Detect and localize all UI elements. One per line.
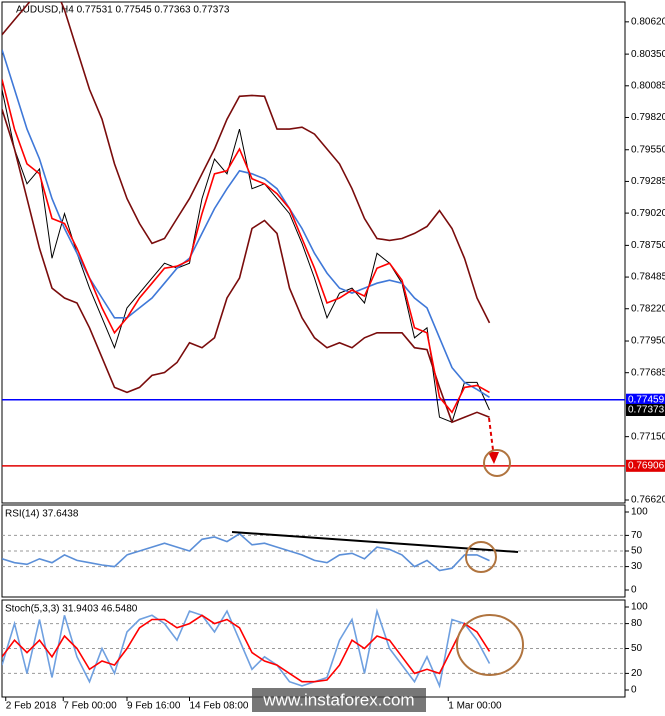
last-price-label: 0.77373	[628, 405, 665, 416]
series-line	[2, 49, 490, 398]
y-tick-label: 50	[631, 546, 643, 557]
series-line	[2, 614, 491, 683]
y-tick-label: 0	[631, 585, 637, 596]
y-tick-label: 0.80085	[631, 80, 665, 91]
series-line	[2, 79, 490, 414]
series-line	[2, 607, 491, 689]
main-pane	[1, 1, 626, 504]
pane-title: AUDUSD,H4 0.77531 0.77545 0.77363 0.7737…	[16, 5, 230, 16]
watermark-box	[252, 688, 426, 712]
y-tick-label: 0.80350	[631, 49, 665, 60]
y-tick-label: 20	[631, 668, 643, 679]
pane-title: RSI(14) 37.6438	[5, 509, 79, 520]
watermark: www.instaforex.com	[262, 690, 414, 709]
y-tick-label: 100	[631, 507, 648, 518]
x-tick-label: 14 Feb 08:00	[190, 701, 249, 712]
y-tick-label: 80	[631, 618, 643, 629]
price-label: 0.76906	[628, 460, 665, 471]
y-tick-label: 0.80620	[631, 16, 665, 27]
y-tick-label: 0.79820	[631, 112, 665, 123]
y-tick-label: 0.78485	[631, 272, 665, 283]
price-label-box	[626, 393, 665, 406]
y-tick-label: 0.79020	[631, 208, 665, 219]
x-tick-label: 7 Feb 00:00	[63, 701, 117, 712]
series-line	[2, 89, 490, 423]
arrow-head	[488, 452, 499, 464]
price-label: 0.77459	[628, 394, 665, 405]
y-tick-label: 70	[631, 530, 643, 541]
y-tick-label: 50	[631, 643, 643, 654]
x-tick-label: 1 Mar 00:00	[448, 701, 502, 712]
y-tick-label: 0.77950	[631, 336, 665, 347]
series-line	[2, 2, 491, 324]
trend-line	[231, 531, 519, 553]
price-label-box	[626, 459, 665, 472]
x-tick-label: 9 Feb 16:00	[127, 701, 181, 712]
y-tick-label: 0.77685	[631, 367, 665, 378]
y-tick-label: 0.79285	[631, 176, 665, 187]
y-tick-label: 0.77150	[631, 431, 665, 442]
last-price-box	[626, 403, 665, 416]
y-tick-label: 0.76620	[631, 495, 665, 506]
series-line	[2, 532, 490, 572]
y-tick-label: 0.79550	[631, 144, 665, 155]
y-tick-label: 0.78220	[631, 303, 665, 314]
annotation-circle	[456, 614, 524, 676]
y-tick-label: 30	[631, 561, 643, 572]
y-tick-label: 100	[631, 602, 648, 613]
y-tick-label: 0.78750	[631, 240, 665, 251]
annotation-circle	[483, 449, 511, 477]
annotation-circle	[465, 541, 497, 573]
series-line	[2, 108, 490, 424]
x-tick-label: 2 Feb 2018	[6, 701, 57, 712]
pane-title: Stoch(5,3,3) 31.9403 46.5480	[5, 604, 138, 615]
y-tick-label: 0	[631, 685, 637, 696]
